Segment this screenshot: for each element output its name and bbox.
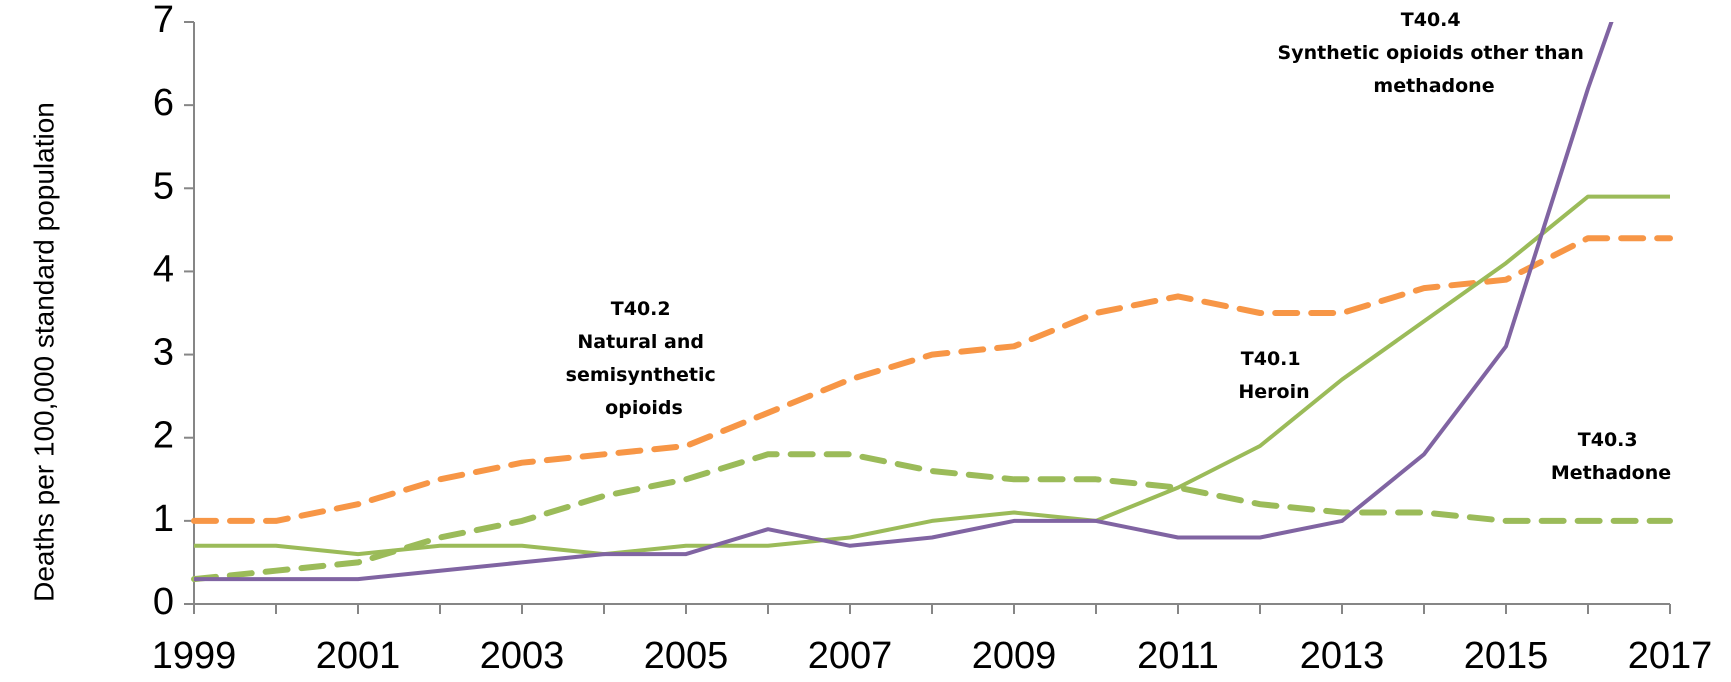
series-line-t402 — [191, 235, 1673, 524]
annotation-line: opioids — [605, 397, 683, 419]
annotation-line: Methadone — [1551, 462, 1671, 484]
annotation-t40-3: T40.3 Methadone — [1551, 429, 1671, 484]
x-tick-label: 2011 — [1137, 635, 1219, 677]
series-line-t401 — [194, 194, 1670, 557]
y-axis-ticks: 0 1 2 3 4 5 6 7 — [153, 0, 194, 623]
y-tick-label: 4 — [153, 248, 174, 290]
y-axis-label: Deaths per 100,000 standard population — [28, 102, 59, 602]
annotation-line: methadone — [1373, 75, 1494, 97]
annotation-line: Natural and — [577, 331, 704, 353]
annotation-line: Synthetic opioids other than — [1278, 42, 1584, 64]
x-tick-label: 2005 — [644, 635, 729, 677]
x-tick-label: 2013 — [1300, 635, 1385, 677]
annotation-t40-2: T40.2 Natural and semisynthetic opioids — [566, 298, 723, 419]
y-tick-label: 2 — [153, 415, 174, 457]
y-tick-label: 6 — [153, 82, 174, 124]
y-tick-label: 1 — [153, 498, 174, 540]
y-tick-label: 5 — [153, 165, 174, 207]
annotation-line: Heroin — [1238, 381, 1309, 403]
y-tick-label: 0 — [153, 581, 174, 623]
y-tick-label: 3 — [153, 332, 174, 374]
x-tick-label: 2015 — [1464, 635, 1549, 677]
x-tick-label: 2001 — [316, 635, 401, 677]
series-layer — [191, 22, 1673, 583]
annotation-line: T40.3 — [1578, 429, 1638, 451]
x-axis-ticks: 1999 2001 2003 2005 2007 2009 2011 2013 2015 2017 — [152, 604, 1713, 677]
y-tick-label: 7 — [153, 0, 174, 41]
x-tick-label: 2017 — [1628, 635, 1713, 677]
x-tick-label: 2009 — [972, 635, 1057, 677]
annotation-t40-4: T40.4 Synthetic opioids other than metha… — [1278, 9, 1591, 97]
series-line-t403 — [191, 451, 1673, 583]
annotation-line: T40.4 — [1401, 9, 1461, 31]
x-tick-label: 1999 — [152, 635, 237, 677]
series-line-t404 — [194, 22, 1614, 582]
annotation-t40-1: T40.1 Heroin — [1238, 348, 1309, 403]
x-tick-label: 2007 — [808, 635, 893, 677]
annotation-line: T40.2 — [611, 298, 671, 320]
annotation-line: T40.1 — [1241, 348, 1301, 370]
annotation-line: semisynthetic — [566, 364, 716, 386]
x-tick-label: 2003 — [480, 635, 565, 677]
